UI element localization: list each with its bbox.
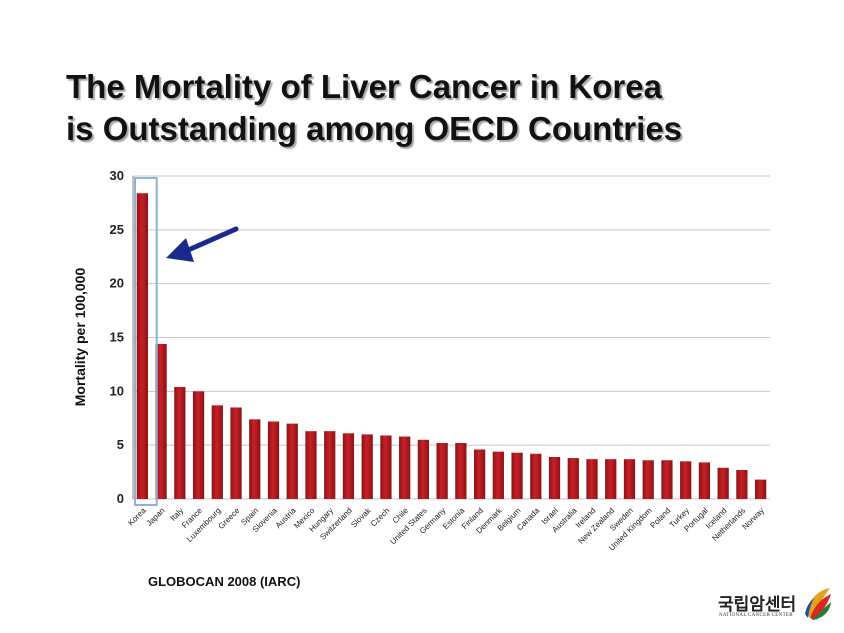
bar-united-states [417,439,430,499]
arrow-shaft [183,226,239,254]
slide-title-line-2: is Outstanding among OECD Countries [66,110,683,147]
bar-italy [174,387,186,499]
bar-portugal [698,462,711,499]
logo-english-name: NATIONAL CANCER CENTER [719,613,793,618]
y-tick-label: 15 [110,330,124,345]
bar-australia [567,458,579,499]
y-tick-label: 30 [110,168,124,183]
bar-israel [548,457,561,499]
bar-canada [530,453,542,499]
bar-greece [230,407,242,499]
bar-finland [473,449,486,499]
bar-czech [380,435,392,499]
bar-chile [399,436,411,499]
bar-estonia [455,443,467,499]
slide-title-line-1: The Mortality of Liver Cancer in Korea [66,68,662,105]
bar-turkey [680,461,692,499]
bar-slovak [361,434,373,499]
bar-united-kingdom [642,460,654,499]
gridlines [132,175,770,500]
y-axis-ticks: 0 5 10 15 20 25 30 [110,168,124,506]
national-cancer-center-logo: 국립암센터 NATIONAL CANCER CENTER [718,586,831,626]
bar-denmark [492,451,504,499]
x-tick-label: Slovak [349,505,373,529]
bar-france [192,391,205,499]
bar-switzerland [342,433,355,499]
bar-austria [286,423,298,499]
y-tick-label: 25 [110,222,124,237]
y-tick-label: 20 [110,276,124,291]
bar-belgium [511,452,523,499]
bar-new-zealand [605,459,617,499]
x-tick-label: Korea [126,506,148,528]
bar-netherlands [736,469,748,499]
y-tick-label: 5 [117,437,124,452]
x-tick-label: Poland [648,506,672,530]
bar-hungary [324,431,336,499]
highlight-box [134,177,158,506]
bar-spain [249,419,261,499]
annotations [134,177,239,506]
source-citation: GLOBOCAN 2008 (IARC) [148,574,301,589]
y-tick-label: 10 [110,383,124,398]
bar-poland [661,460,673,499]
y-tick-label: 0 [117,491,124,506]
logo-korean-name: 국립암센터 [718,595,797,615]
bar-korea [136,193,148,499]
bar-germany [436,443,448,499]
bar-mexico [305,431,317,499]
bar-luxembourg [211,405,223,499]
slide-title: The Mortality of Liver Cancer in Korea i… [66,66,682,150]
bars [136,193,767,499]
bar-norway [755,479,767,499]
bar-sweden [623,459,636,499]
x-tick-label: Greece [217,506,242,531]
x-tick-label: Japan [145,506,167,528]
bar-slovenia [267,421,280,499]
bar-ireland [586,459,598,499]
y-axis-title: Mortality per 100,000 [72,268,88,407]
bar-iceland [717,467,729,499]
bar-japan [155,343,167,499]
logo-mark-icon [805,588,831,620]
x-tick-label: Czech [369,506,391,528]
arrow-icon [166,238,194,262]
